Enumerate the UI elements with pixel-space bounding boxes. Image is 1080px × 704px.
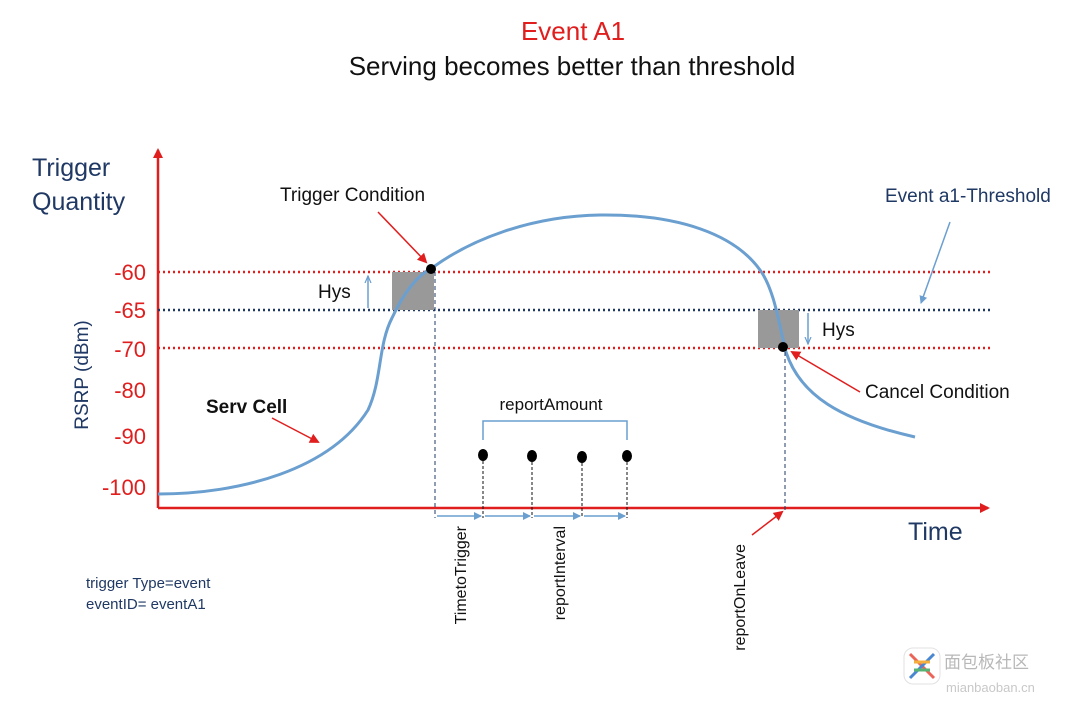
watermark-logo-icon bbox=[903, 647, 941, 685]
serv-cell-arrow bbox=[271, 417, 320, 443]
report-on-leave-label: reportOnLeave bbox=[732, 544, 749, 651]
y-axis-title-line2: Quantity bbox=[32, 188, 126, 216]
x-axis-label: Time bbox=[908, 518, 963, 546]
serv-cell-curve bbox=[157, 213, 916, 496]
y-axis-label: RSRP (dBm) bbox=[72, 320, 93, 429]
y-tick-label: -100 bbox=[102, 475, 146, 500]
diagram-title: Event A1 bbox=[521, 16, 625, 46]
serv-cell-label: Serv Cell bbox=[206, 397, 287, 418]
watermark-text-cn: 面包板社区 bbox=[944, 653, 1029, 672]
config-line-event-id: eventID= eventA1 bbox=[86, 596, 206, 613]
hys-label-right: Hys bbox=[822, 320, 855, 341]
report-on-leave-arrow bbox=[751, 510, 784, 536]
y-tick-label: -90 bbox=[114, 424, 146, 449]
config-line-trigger-type: trigger Type=event bbox=[86, 575, 211, 592]
cancel-condition-label: Cancel Condition bbox=[865, 382, 1010, 403]
y-axis-title-line1: Trigger bbox=[32, 154, 110, 182]
report-amount-label: reportAmount bbox=[500, 395, 603, 414]
report-pin-head bbox=[622, 450, 632, 462]
threshold-arrow bbox=[919, 221, 951, 304]
y-tick-label: -80 bbox=[114, 378, 146, 403]
watermark-text-url: mianbaoban.cn bbox=[946, 680, 1035, 695]
time-to-trigger-label: TimetoTrigger bbox=[453, 525, 470, 624]
y-tick-label: -70 bbox=[114, 337, 146, 362]
cancel-condition-arrow bbox=[790, 350, 861, 393]
hys-label-left: Hys bbox=[318, 282, 351, 303]
report-pin-head bbox=[527, 450, 537, 462]
y-tick-label: -60 bbox=[114, 260, 146, 285]
diagram-subtitle: Serving becomes better than threshold bbox=[349, 51, 796, 81]
cancel-point bbox=[778, 342, 788, 352]
trigger-condition-arrow bbox=[377, 211, 428, 264]
trigger-point bbox=[426, 264, 436, 274]
report-interval-label: reportInterval bbox=[552, 526, 569, 620]
report-pin-head bbox=[577, 451, 587, 463]
report-amount-bracket bbox=[482, 420, 628, 440]
y-tick-label: -65 bbox=[114, 298, 146, 323]
report-pin-head bbox=[478, 449, 488, 461]
trigger-condition-label: Trigger Condition bbox=[280, 185, 425, 206]
threshold-label: Event a1-Threshold bbox=[885, 186, 1051, 207]
